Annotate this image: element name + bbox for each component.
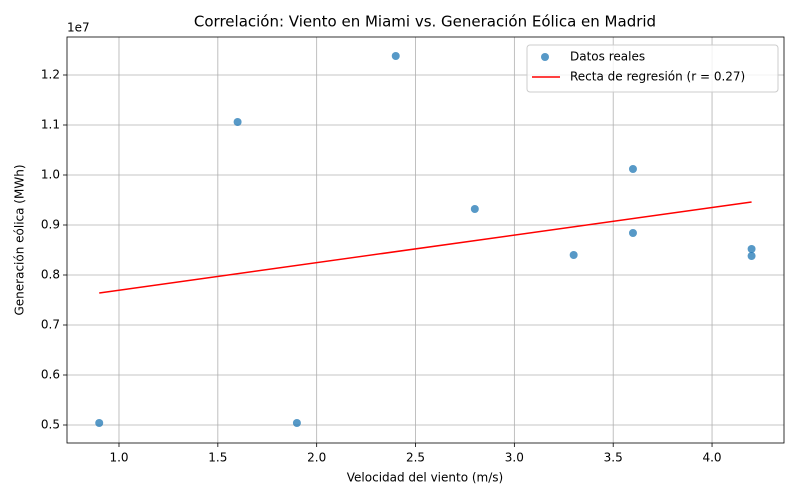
data-point: [628, 229, 637, 237]
y-tick-label: 0.7: [41, 318, 60, 332]
x-tick-label: 1.5: [208, 451, 227, 465]
data-point: [747, 245, 756, 253]
legend-label: Datos reales: [570, 50, 645, 64]
x-tick-label: 2.0: [307, 451, 326, 465]
data-point: [470, 205, 479, 213]
x-tick-label: 4.0: [702, 451, 721, 465]
data-point: [233, 118, 242, 126]
x-axis-label: Velocidad del viento (m/s): [347, 471, 503, 485]
y-tick-label: 1.2: [41, 68, 60, 82]
legend-label: Recta de regresión (r = 0.27): [570, 70, 745, 84]
data-point: [391, 52, 400, 60]
x-tick-label: 1.0: [109, 451, 128, 465]
y-offset-label: 1e7: [67, 21, 90, 35]
y-tick-label: 0.6: [41, 368, 60, 382]
y-tick-label: 0.5: [41, 418, 60, 432]
legend-marker: [541, 53, 549, 61]
data-point: [628, 165, 637, 173]
y-axis-label: Generación eólica (MWh): [13, 165, 27, 316]
y-tick-label: 0.9: [41, 218, 60, 232]
legend: Datos reales Recta de regresión (r = 0.27…: [526, 44, 779, 93]
y-tick-label: 1.1: [41, 118, 60, 132]
y-tick-label: 0.8: [41, 268, 60, 282]
data-point: [747, 252, 756, 260]
y-tick-label: 1.0: [41, 168, 60, 182]
regression-line: [99, 201, 752, 294]
x-tick-label: 3.5: [604, 451, 623, 465]
data-point: [292, 419, 301, 427]
data-point: [569, 251, 578, 259]
plot-frame: [66, 36, 785, 444]
data-point: [95, 419, 104, 427]
chart-title: Correlación: Viento en Miami vs. Generac…: [194, 13, 656, 31]
x-tick-label: 2.5: [406, 451, 425, 465]
legend-box: [526, 44, 779, 93]
x-tick-label: 3.0: [505, 451, 524, 465]
